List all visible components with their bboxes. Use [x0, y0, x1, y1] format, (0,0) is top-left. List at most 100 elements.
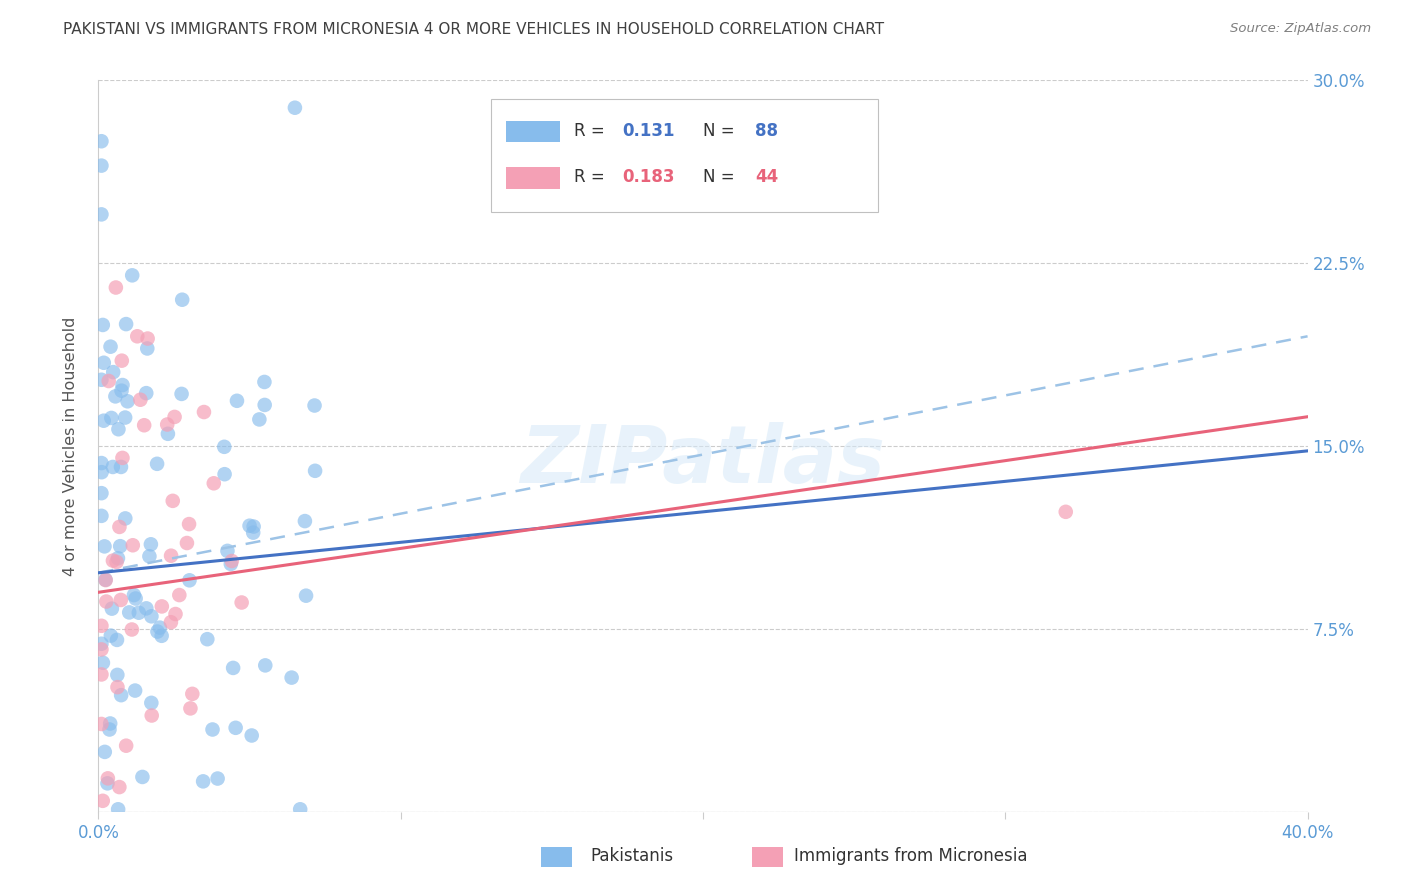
Point: [160, 549, 183, 563]
Point: [93, 540, 115, 554]
Point: [280, 671, 302, 685]
Point: [100, 629, 122, 643]
Point: [110, 688, 132, 702]
Point: [107, 680, 129, 694]
Point: [110, 459, 132, 474]
Bar: [492, 99, 879, 212]
Point: [295, 589, 318, 603]
Point: [122, 588, 145, 602]
Point: [94, 573, 117, 587]
Point: [169, 588, 191, 602]
Point: [231, 595, 253, 609]
Point: [108, 780, 131, 794]
Point: [254, 658, 277, 673]
Point: [110, 593, 132, 607]
Point: [247, 412, 270, 426]
Point: [179, 574, 201, 588]
Point: [110, 384, 132, 398]
Point: [91, 794, 114, 808]
Text: Source: ZipAtlas.com: Source: ZipAtlas.com: [1230, 22, 1371, 36]
Point: [107, 551, 129, 566]
Point: [105, 632, 128, 647]
Point: [135, 386, 157, 401]
Point: [90, 667, 112, 681]
Point: [105, 668, 128, 682]
Point: [214, 467, 236, 482]
Point: [214, 440, 236, 454]
Point: [104, 389, 127, 403]
Point: [201, 723, 224, 737]
Point: [141, 696, 163, 710]
Point: [107, 802, 129, 816]
Point: [165, 607, 187, 621]
Bar: [506, 120, 561, 143]
Point: [284, 101, 307, 115]
Point: [156, 417, 179, 432]
Text: PAKISTANI VS IMMIGRANTS FROM MICRONESIA 4 OR MORE VEHICLES IN HOUSEHOLD CORRELAT: PAKISTANI VS IMMIGRANTS FROM MICRONESIA …: [63, 22, 884, 37]
Point: [146, 624, 169, 639]
Y-axis label: 4 or more Vehicles in Household: 4 or more Vehicles in Household: [63, 317, 77, 575]
Text: Immigrants from Micronesia: Immigrants from Micronesia: [794, 847, 1028, 865]
Point: [90, 207, 112, 221]
Point: [90, 619, 112, 633]
Point: [225, 721, 247, 735]
Point: [162, 493, 184, 508]
Point: [139, 537, 162, 551]
Point: [170, 387, 193, 401]
Point: [101, 601, 124, 615]
Point: [90, 159, 112, 173]
Point: [141, 609, 163, 624]
Point: [90, 637, 112, 651]
Point: [177, 517, 200, 532]
Point: [93, 356, 115, 370]
Point: [91, 656, 114, 670]
Point: [100, 411, 122, 425]
Point: [124, 591, 146, 606]
Point: [239, 518, 262, 533]
Point: [96, 776, 118, 790]
Point: [217, 544, 239, 558]
Point: [163, 409, 186, 424]
Point: [90, 486, 112, 500]
Point: [195, 632, 218, 647]
Point: [97, 772, 120, 786]
Point: [104, 280, 127, 294]
Point: [98, 716, 121, 731]
Text: Pakistanis: Pakistanis: [591, 847, 673, 865]
Point: [118, 606, 141, 620]
Point: [207, 772, 229, 786]
Point: [134, 418, 156, 433]
Point: [90, 134, 112, 148]
Text: ZIPatlas: ZIPatlas: [520, 422, 886, 500]
Point: [242, 525, 264, 540]
Point: [114, 511, 136, 525]
Point: [222, 661, 245, 675]
Bar: [506, 167, 561, 188]
Point: [149, 621, 172, 635]
Point: [128, 606, 150, 620]
Point: [111, 450, 134, 465]
Point: [160, 615, 183, 630]
Point: [97, 374, 120, 388]
Text: 0.131: 0.131: [621, 121, 675, 140]
Point: [1054, 505, 1077, 519]
Point: [93, 414, 115, 428]
Point: [253, 398, 276, 412]
Point: [90, 642, 112, 657]
Point: [94, 745, 117, 759]
Point: [111, 378, 134, 392]
Point: [290, 802, 312, 816]
Point: [101, 554, 124, 568]
Point: [219, 557, 242, 571]
Point: [304, 399, 326, 413]
Point: [136, 332, 159, 346]
Point: [98, 723, 121, 737]
Point: [121, 623, 143, 637]
Point: [135, 601, 157, 615]
Point: [94, 573, 117, 587]
Point: [226, 393, 249, 408]
Point: [176, 536, 198, 550]
Point: [115, 739, 138, 753]
Point: [202, 476, 225, 491]
Point: [138, 549, 160, 564]
